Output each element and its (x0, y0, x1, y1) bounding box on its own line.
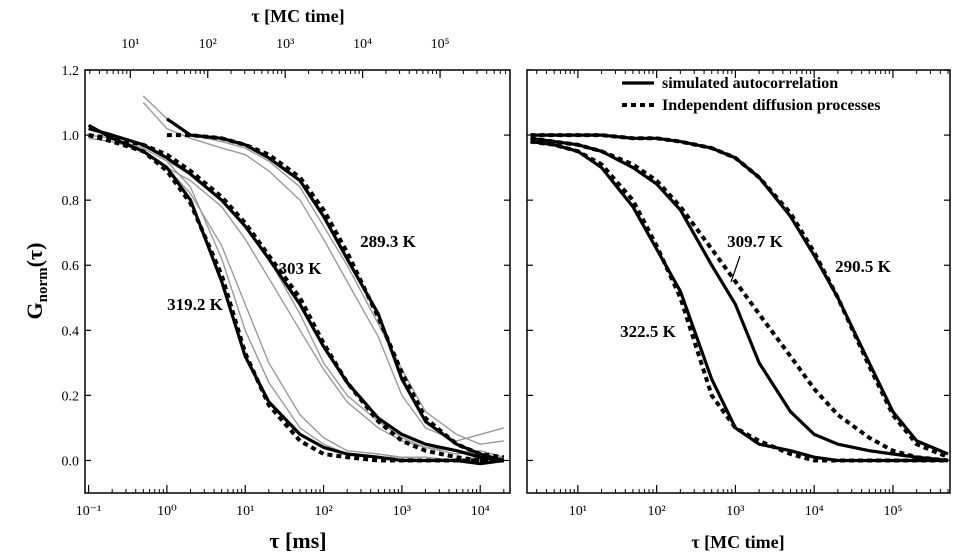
annotation: 319.2 K (167, 295, 224, 314)
series-line (530, 136, 949, 463)
x-tick-label: 10² (648, 504, 666, 519)
legend-label: simulated autocorrelation (662, 75, 838, 92)
annotation: 290.5 K (835, 257, 892, 276)
x-tick-label: 10¹ (236, 504, 254, 519)
x-tick-label: 10⁴ (805, 504, 824, 519)
series-line (165, 117, 505, 463)
series-line (530, 136, 949, 463)
series-line (142, 102, 504, 442)
annotation: 322.5 K (620, 322, 677, 341)
x-tick-label: 10² (314, 504, 332, 519)
x2-tick-label: 10³ (276, 37, 294, 52)
series-line (530, 133, 949, 456)
series-line (530, 140, 948, 463)
x-axis-label: τ [MC time] (691, 532, 784, 552)
y-tick-label: 0.2 (62, 389, 80, 404)
plot-area (87, 95, 505, 466)
plot-area (530, 133, 949, 463)
y-label-tail: (τ) (22, 243, 47, 268)
x2-tick-label: 10² (199, 37, 217, 52)
plot-frame (526, 69, 951, 494)
series-line (88, 133, 504, 463)
y-tick-label: 0.8 (62, 194, 80, 209)
x-tick-label: 10⁻¹ (76, 504, 102, 519)
x-tick-label: 10³ (726, 504, 744, 519)
series-line (142, 95, 504, 445)
series-line (166, 133, 505, 460)
series-line (530, 133, 949, 460)
x2-tick-label: 10⁴ (353, 37, 372, 52)
y-label-main: G (22, 302, 47, 319)
x-axis-label: τ [ms] (269, 528, 326, 553)
series-line (530, 139, 948, 463)
x2-tick-label: 10⁵ (431, 37, 450, 52)
y-tick-label: 0.6 (62, 259, 80, 274)
y-axis-label: Gnorm(τ) (22, 243, 51, 320)
series-line (88, 127, 505, 463)
annotation: 303 K (279, 259, 323, 278)
legend-label: Independent diffusion processes (662, 97, 880, 114)
top-axis-label: τ [MC time] (251, 6, 344, 26)
annotation: 289.3 K (360, 232, 417, 251)
annotation-pointer (730, 255, 741, 283)
x2-tick-label: 10¹ (121, 37, 139, 52)
x-tick-label: 10⁴ (471, 504, 490, 519)
x-tick-label: 10⁵ (884, 504, 903, 519)
y-tick-label: 1.2 (62, 64, 80, 79)
y-tick-label: 0.0 (62, 454, 80, 469)
x-tick-label: 10¹ (569, 504, 587, 519)
series-line (88, 133, 504, 463)
y-label-sub: norm (35, 267, 51, 303)
y-tick-label: 1.0 (62, 129, 80, 144)
plot-frame (84, 69, 511, 494)
x-tick-label: 10⁰ (157, 504, 177, 519)
x-tick-label: 10³ (393, 504, 411, 519)
annotation: 309.7 K (727, 232, 784, 251)
series-line (166, 166, 504, 458)
y-tick-label: 0.4 (62, 324, 80, 339)
